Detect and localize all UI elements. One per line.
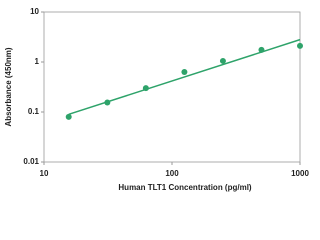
- y-tick-label: 1: [35, 57, 40, 66]
- data-point: [65, 113, 72, 120]
- y-tick-label: 10: [30, 7, 39, 16]
- data-point: [297, 42, 303, 49]
- data-point: [104, 99, 111, 106]
- data-point: [142, 85, 149, 92]
- x-tick-label: 100: [165, 169, 179, 178]
- chart: Human TLT1 Concentration (pg/ml) Absorba…: [4, 7, 309, 192]
- y-tick-label: 0.01: [23, 157, 39, 166]
- x-tick-label: 1000: [291, 169, 309, 178]
- plot-frame: [43, 11, 301, 163]
- fit-line: [68, 38, 301, 116]
- data-point: [258, 46, 265, 53]
- y-axis-title: Absorbance (450nm): [4, 47, 13, 126]
- data-point: [181, 69, 188, 76]
- x-axis-title: Human TLT1 Concentration (pg/ml): [118, 183, 252, 192]
- y-tick-label: 0.1: [28, 107, 40, 116]
- data-point: [219, 57, 226, 64]
- x-tick-label: 10: [40, 169, 49, 178]
